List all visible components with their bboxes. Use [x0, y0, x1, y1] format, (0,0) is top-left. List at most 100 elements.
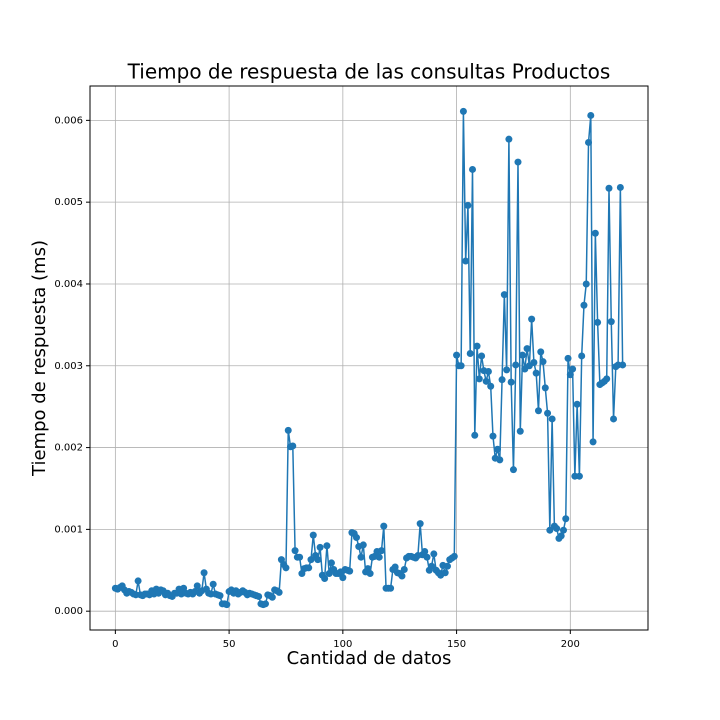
point: [296, 553, 304, 561]
plot-frame: [89, 85, 649, 631]
point: [532, 369, 540, 377]
point: [482, 377, 490, 385]
y-tick-label: 0.000: [54, 606, 83, 617]
point: [352, 534, 360, 542]
point: [475, 375, 483, 383]
point: [321, 574, 329, 582]
point: [375, 553, 383, 561]
point: [505, 135, 513, 143]
point: [282, 564, 290, 572]
point: [496, 456, 504, 464]
point: [462, 257, 470, 265]
point: [469, 165, 477, 173]
point: [416, 520, 424, 528]
point: [450, 552, 458, 560]
y-tick-label: 0.003: [54, 361, 83, 372]
point: [605, 184, 613, 192]
point: [478, 352, 486, 360]
point: [557, 532, 565, 540]
point: [327, 559, 335, 567]
point: [573, 400, 581, 408]
y-tick-label: 0.006: [54, 115, 83, 126]
point: [616, 183, 624, 191]
point: [443, 562, 451, 570]
point: [487, 382, 495, 390]
point: [291, 547, 299, 555]
point: [387, 584, 395, 592]
point: [603, 375, 611, 383]
point: [459, 107, 467, 115]
point: [500, 291, 508, 299]
point: [314, 556, 322, 564]
point: [268, 593, 276, 601]
chart-title: Tiempo de respuesta de las consultas Pro…: [127, 60, 611, 84]
x-tick-label: 0: [112, 639, 118, 650]
point: [523, 345, 531, 353]
point: [591, 229, 599, 237]
point: [200, 569, 208, 577]
point: [323, 542, 331, 550]
point: [589, 438, 597, 446]
point: [580, 301, 588, 309]
point: [607, 318, 615, 326]
point: [134, 577, 142, 585]
point: [484, 367, 492, 375]
point: [398, 572, 406, 580]
point: [530, 358, 538, 366]
point: [559, 526, 567, 534]
point: [541, 384, 549, 392]
point: [610, 415, 618, 423]
point: [305, 564, 313, 572]
point: [539, 358, 547, 366]
point: [566, 371, 574, 379]
point: [339, 574, 347, 582]
point: [473, 342, 481, 350]
point: [216, 592, 224, 600]
point: [359, 541, 367, 549]
point: [569, 365, 577, 373]
point: [457, 362, 465, 370]
point: [466, 350, 474, 358]
point: [366, 570, 374, 578]
point: [578, 352, 586, 360]
point: [534, 407, 542, 415]
point: [509, 466, 517, 474]
point: [346, 567, 354, 575]
point: [503, 366, 511, 374]
point: [209, 580, 217, 588]
y-tick-label: 0.002: [54, 443, 83, 454]
point: [498, 376, 506, 384]
point: [587, 111, 595, 119]
point: [516, 427, 524, 435]
point: [507, 378, 515, 386]
point: [564, 354, 572, 362]
point: [441, 569, 449, 577]
x-tick-label: 150: [447, 639, 466, 650]
point: [255, 592, 263, 600]
point: [528, 315, 536, 323]
point: [544, 409, 552, 417]
point: [275, 588, 283, 596]
point: [537, 348, 545, 356]
point: [489, 432, 497, 440]
point: [512, 361, 520, 369]
point: [380, 522, 388, 530]
point: [223, 601, 231, 609]
point: [316, 543, 324, 551]
point: [594, 318, 602, 326]
point: [519, 351, 527, 359]
point: [289, 442, 297, 450]
point: [562, 515, 570, 523]
x-tick-label: 50: [223, 639, 236, 650]
point: [546, 526, 554, 534]
point: [421, 547, 429, 555]
x-tick-label: 100: [333, 639, 352, 650]
point: [575, 472, 583, 480]
point: [514, 158, 522, 166]
point: [619, 361, 627, 369]
point: [464, 201, 472, 209]
point: [378, 547, 386, 555]
point: [553, 525, 561, 533]
y-tick-label: 0.005: [54, 197, 83, 208]
